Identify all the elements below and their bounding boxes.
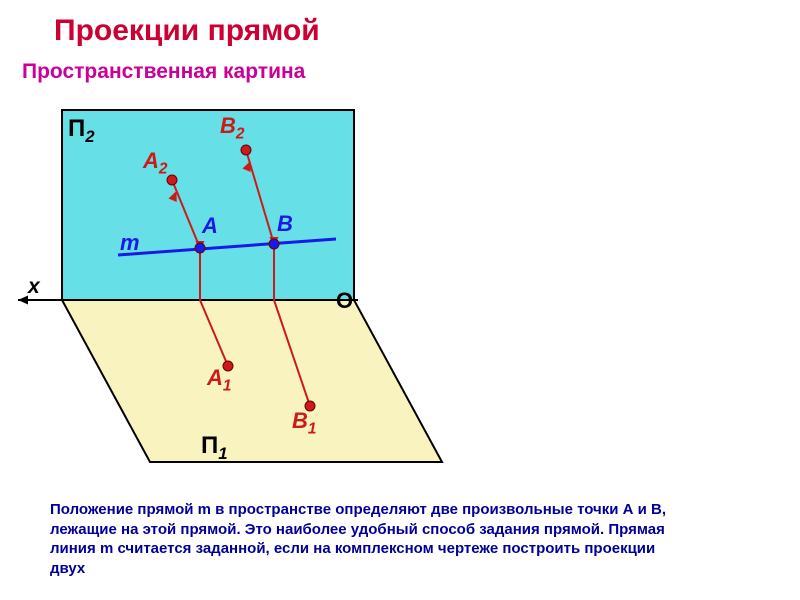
label-point-a: A <box>202 213 218 239</box>
body-paragraph: Положение прямой m в пространстве опреде… <box>50 500 670 578</box>
label-origin-o: O <box>336 288 353 314</box>
label-point-b: B <box>277 211 293 237</box>
label-point-b1: B1 <box>292 408 316 438</box>
slide-title: Проекции прямой <box>54 14 320 48</box>
label-plane-p1: П1 <box>201 432 228 464</box>
label-point-b2: B2 <box>220 113 244 143</box>
label-axis-x: x <box>28 275 40 299</box>
label-plane-p2: П2 <box>68 115 95 147</box>
slide-subtitle: Пространственная картина <box>22 60 305 84</box>
label-point-a2: A2 <box>143 148 167 178</box>
label-point-a1: A1 <box>207 365 231 395</box>
label-line-m: m <box>120 230 140 256</box>
